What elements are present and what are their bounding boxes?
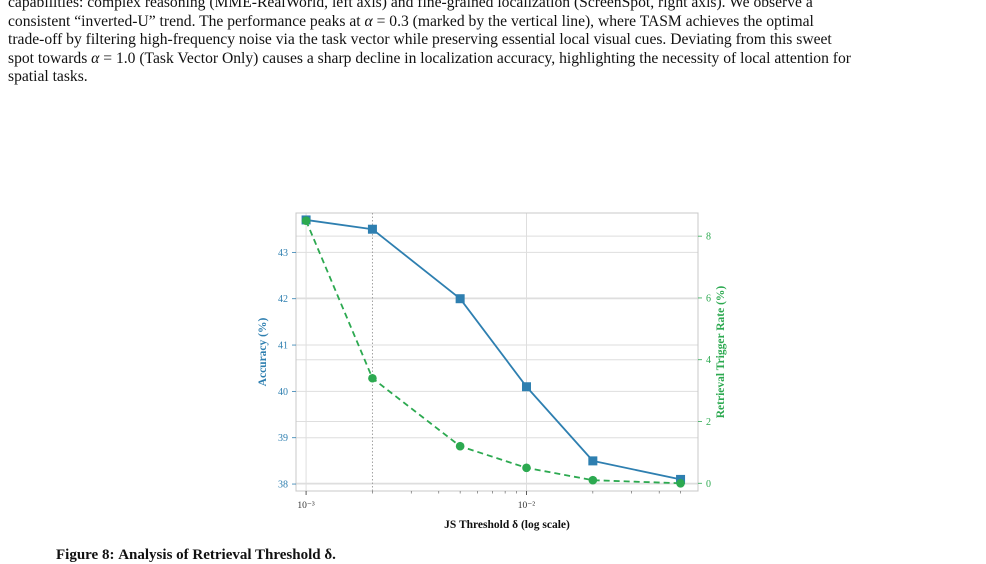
y-left-tick-label: 40 bbox=[278, 387, 288, 398]
accuracy-point bbox=[588, 456, 598, 466]
paragraph-line-1: capabilities: complex reasoning (MME-Rea… bbox=[8, 0, 813, 11]
y-axis-right-label: Retrieval Trigger Rate (%) bbox=[715, 286, 727, 419]
trigger-rate-point bbox=[522, 463, 531, 473]
grid bbox=[296, 213, 698, 491]
body-paragraph: capabilities: complex reasoning (MME-Rea… bbox=[8, 0, 980, 87]
series bbox=[301, 215, 686, 488]
paragraph-line-4: spot towards α = 1.0 (Task Vector Only) … bbox=[8, 49, 851, 67]
paragraph-line-2: consistent “inverted-U” trend. The perfo… bbox=[8, 12, 814, 30]
figure-caption: Figure 8: Analysis of Retrieval Threshol… bbox=[56, 546, 956, 564]
trigger-rate-point bbox=[588, 475, 598, 485]
series-line-accuracy bbox=[305, 219, 681, 481]
y-left-tick-label: 42 bbox=[278, 294, 288, 305]
x-axis-label: JS Threshold δ (log scale) bbox=[444, 519, 570, 531]
plot-frame bbox=[295, 212, 699, 492]
trigger-rate-point bbox=[676, 478, 685, 488]
y-left-tick-label: 43 bbox=[278, 248, 288, 259]
trigger-rate-point bbox=[455, 441, 465, 451]
accuracy-point bbox=[455, 294, 465, 304]
accuracy-point bbox=[521, 382, 531, 392]
series-line-trigger-rate bbox=[305, 220, 681, 485]
accuracy-point bbox=[367, 224, 377, 234]
caption-prefix: Figure 8: bbox=[56, 547, 115, 563]
ticks: 10⁻³ 10⁻² 38 39 40 41 42 43 0 2 4 6 8 bbox=[278, 232, 711, 511]
y-right-tick-label: 8 bbox=[706, 232, 711, 243]
y-right-tick-label: 2 bbox=[706, 417, 711, 428]
y-left-tick-label: 38 bbox=[278, 480, 288, 491]
y-right-tick-label: 0 bbox=[706, 479, 711, 490]
x-tick-label: 10⁻³ bbox=[297, 501, 315, 511]
trigger-rate-point bbox=[368, 373, 377, 383]
paragraph-line-5: spatial tasks. bbox=[8, 68, 88, 86]
x-tick-label: 10⁻² bbox=[518, 501, 536, 511]
y-right-tick-label: 4 bbox=[706, 355, 711, 366]
y-left-tick-label: 39 bbox=[278, 433, 288, 444]
caption-title: Analysis of Retrieval Threshold δ. bbox=[118, 547, 336, 563]
y-right-tick-label: 6 bbox=[706, 293, 711, 304]
paragraph-line-3: trade-off by filtering high-frequency no… bbox=[8, 31, 832, 49]
y-axis-left-label: Accuracy (%) bbox=[257, 318, 269, 387]
y-left-tick-label: 41 bbox=[278, 341, 288, 352]
trigger-rate-point bbox=[301, 216, 311, 226]
